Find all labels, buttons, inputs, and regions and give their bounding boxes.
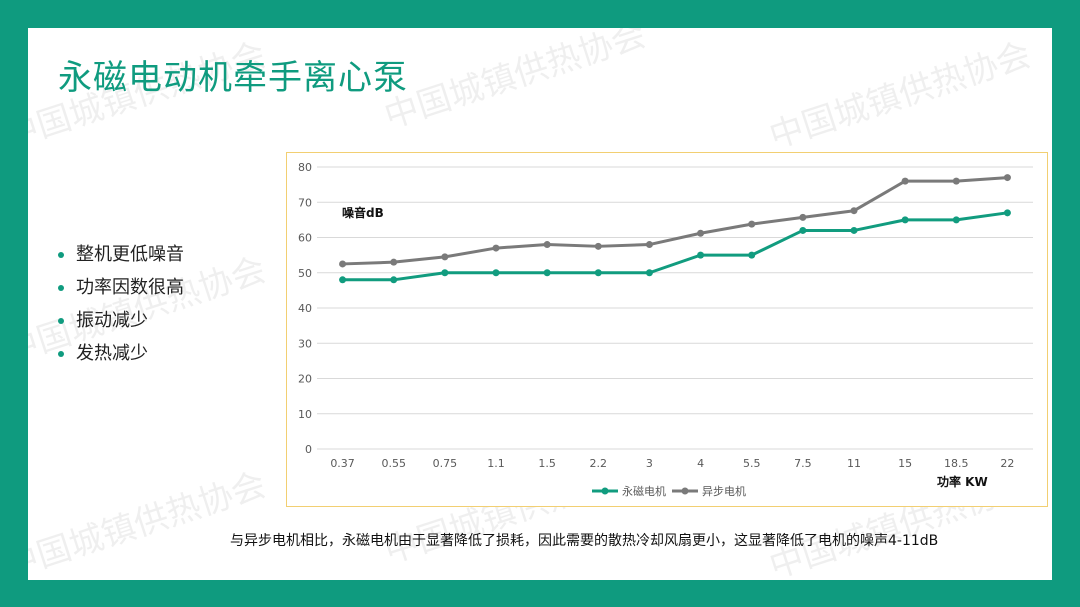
x-tick-label: 2.2 <box>590 457 608 470</box>
x-tick-label: 0.37 <box>330 457 355 470</box>
data-point <box>850 207 858 215</box>
legend-marker <box>681 487 689 495</box>
x-tick-label: 11 <box>847 457 861 470</box>
y-tick-label: 70 <box>298 196 312 209</box>
legend-label: 永磁电机 <box>622 484 666 498</box>
x-tick-label: 18.5 <box>944 457 969 470</box>
data-point <box>594 242 602 250</box>
x-tick-label: 1.1 <box>487 457 505 470</box>
y-tick-label: 0 <box>305 443 312 456</box>
watermark: 中国城镇供热协会 <box>379 28 651 137</box>
bullet-list: 整机更低噪音 功率因数很高 振动减少 发热减少 <box>56 238 184 370</box>
x-tick-label: 7.5 <box>794 457 812 470</box>
data-point <box>1003 209 1011 217</box>
data-point <box>799 213 807 221</box>
slide-title: 永磁电动机牵手离心泵 <box>58 58 408 98</box>
data-point <box>441 253 449 261</box>
x-tick-label: 3 <box>646 457 653 470</box>
y-tick-label: 30 <box>298 337 312 350</box>
y-axis-label: 噪音dB <box>342 205 384 220</box>
data-point <box>390 258 398 266</box>
slide: 中国城镇供热协会 中国城镇供热协会 中国城镇供热协会 中国城镇供热协会 中国城镇… <box>28 28 1052 580</box>
series-line <box>342 176 1008 266</box>
series-line <box>342 211 1008 282</box>
data-point <box>645 241 653 249</box>
bullet-item: 整机更低噪音 <box>56 238 184 271</box>
y-tick-label: 80 <box>298 161 312 174</box>
caption: 与异步电机相比，永磁电机由于显著降低了损耗，因此需要的散热冷却风扇更小，这显著降… <box>230 533 939 549</box>
chart-frame: 0 10 20 30 40 50 60 70 80 0.37 0.55 0.75 1.1 1.5 2.2 3 4… <box>286 152 1048 507</box>
data-point <box>901 177 909 185</box>
watermark: 中国城镇供热协会 <box>28 464 271 580</box>
x-tick-label: 1.5 <box>538 457 556 470</box>
data-point <box>339 276 347 284</box>
x-axis-label: 功率 KW <box>937 474 988 489</box>
legend-marker <box>601 487 609 495</box>
x-tick-label: 22 <box>1000 457 1014 470</box>
data-point <box>594 269 602 277</box>
legend-label: 异步电机 <box>702 484 746 498</box>
y-tick-label: 50 <box>298 267 312 280</box>
x-tick-label: 0.55 <box>381 457 406 470</box>
data-point <box>748 251 756 259</box>
y-tick-label: 60 <box>298 232 312 245</box>
data-point <box>339 260 347 268</box>
y-tick-label: 10 <box>298 408 312 421</box>
data-point <box>390 276 398 284</box>
data-point <box>952 216 960 224</box>
data-point <box>850 226 858 234</box>
data-point <box>697 251 705 259</box>
data-point <box>543 269 551 277</box>
data-point <box>543 241 551 249</box>
data-point <box>748 220 756 228</box>
noise-line-chart: 0 10 20 30 40 50 60 70 80 0.37 0.55 0.75 1.1 1.5 2.2 3 4… <box>298 161 1033 498</box>
data-point <box>441 269 449 277</box>
data-point <box>645 269 653 277</box>
x-tick-label: 5.5 <box>743 457 761 470</box>
bullet-item: 振动减少 <box>56 304 184 337</box>
data-point <box>492 244 500 252</box>
data-point <box>492 269 500 277</box>
data-point <box>1003 174 1011 182</box>
bullet-item: 发热减少 <box>56 337 184 370</box>
y-tick-label: 20 <box>298 373 312 386</box>
data-point <box>901 216 909 224</box>
x-tick-label: 4 <box>697 457 704 470</box>
x-tick-label: 15 <box>898 457 912 470</box>
bullet-item: 功率因数很高 <box>56 271 184 304</box>
data-point <box>952 177 960 185</box>
data-point <box>697 229 705 237</box>
x-tick-label: 0.75 <box>433 457 458 470</box>
data-point <box>799 226 807 234</box>
watermark: 中国城镇供热协会 <box>764 34 1036 157</box>
y-tick-label: 40 <box>298 302 312 315</box>
